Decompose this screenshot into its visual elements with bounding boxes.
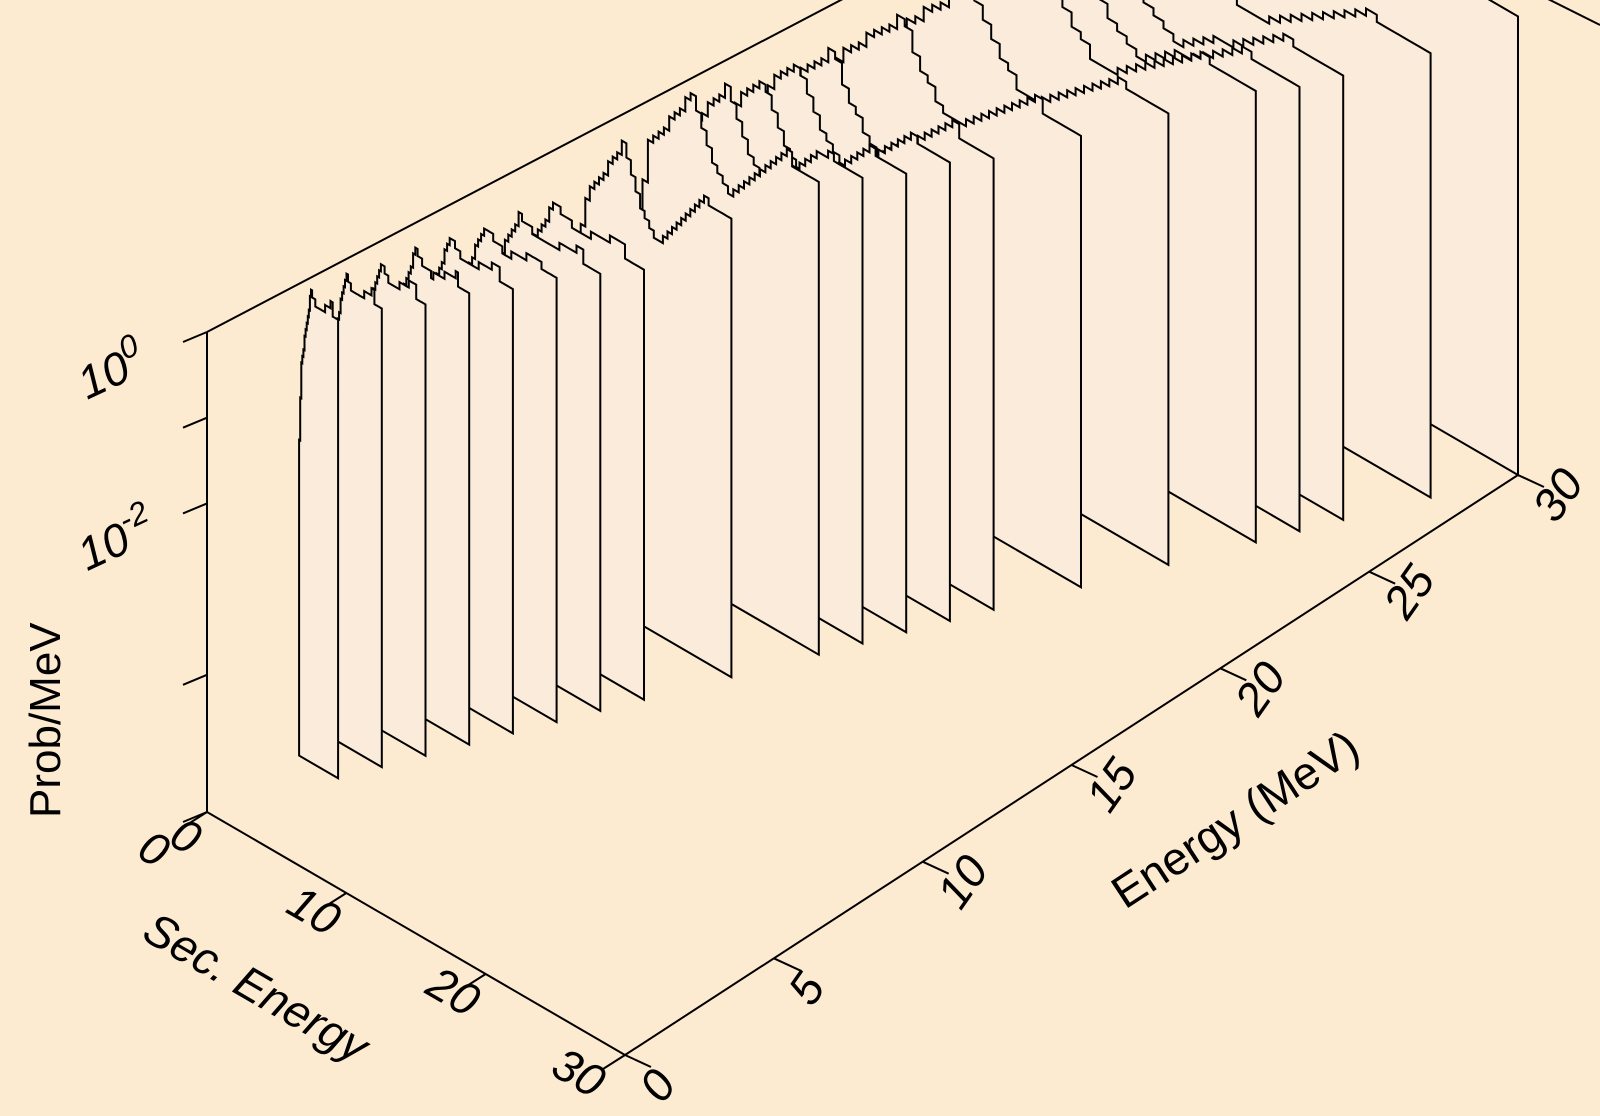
z-tick-3	[182, 416, 208, 429]
slices-group	[298, 0, 1519, 781]
z-tick-4	[182, 331, 208, 343]
y-tick-0	[184, 811, 208, 827]
y-tick-3	[602, 1054, 626, 1070]
x-tick-4	[1219, 667, 1247, 682]
y-tick-1	[323, 892, 347, 908]
y-tick-2	[463, 973, 487, 989]
back-corner-edge	[1547, 0, 1600, 26]
y-axis-line	[206, 811, 626, 1056]
x-tick-6	[1517, 474, 1545, 488]
back-top-edge	[206, 0, 844, 333]
x-tick-1	[773, 957, 801, 972]
x-tick-3	[1071, 764, 1098, 778]
x-tick-0	[624, 1054, 652, 1068]
x-tick-5	[1368, 570, 1396, 585]
series-slice-3	[298, 288, 340, 781]
x-tick-2	[922, 860, 950, 875]
z-axis-label: Prob/MeV	[21, 622, 70, 818]
z-tick-1	[182, 673, 208, 686]
z-tick-2	[182, 502, 208, 515]
